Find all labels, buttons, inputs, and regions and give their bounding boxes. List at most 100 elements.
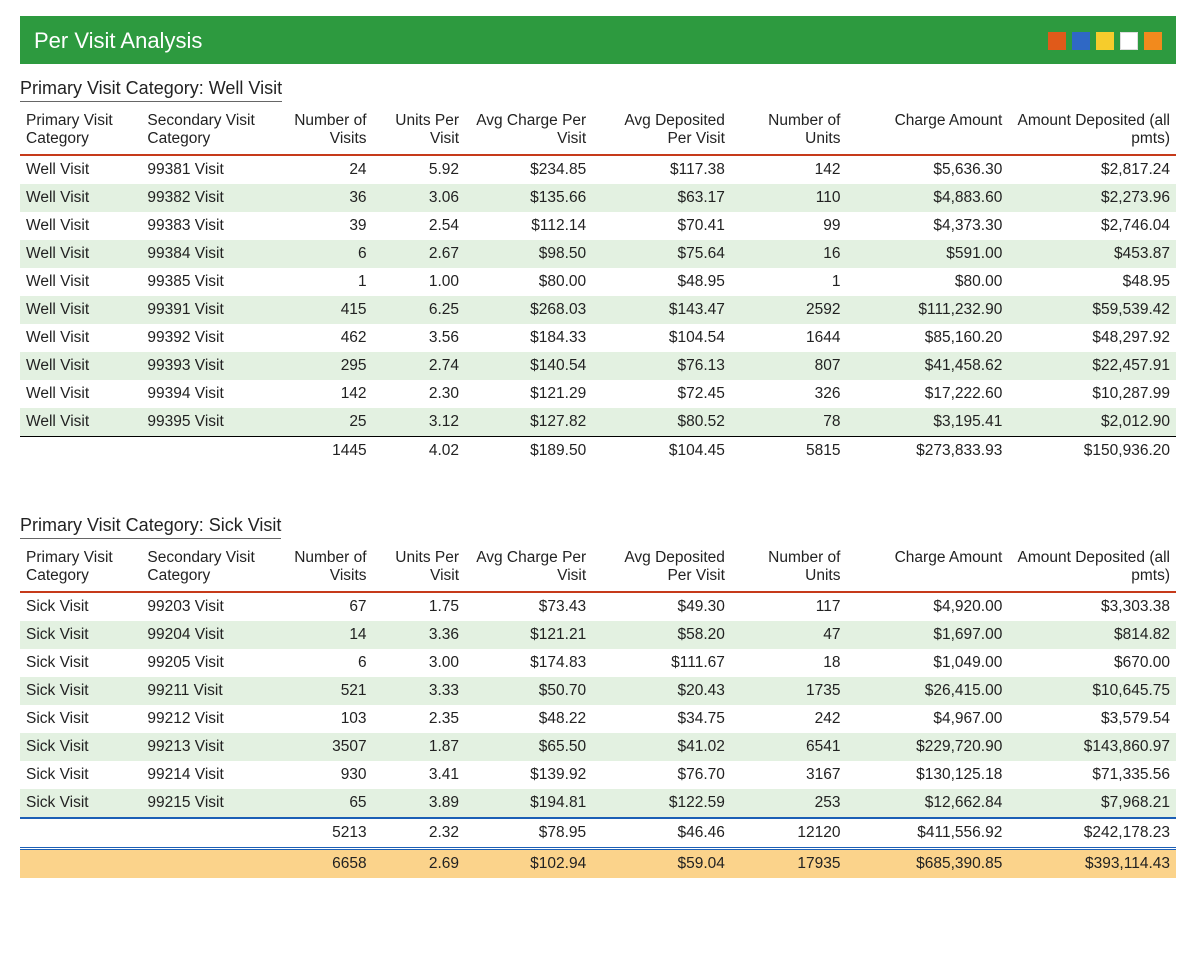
- cell: 1: [269, 268, 373, 296]
- cell: $814.82: [1008, 621, 1176, 649]
- cell: $72.45: [592, 380, 731, 408]
- cell: 6541: [731, 733, 847, 761]
- cell: 3507: [269, 733, 373, 761]
- cell: 3.06: [373, 184, 465, 212]
- cell: Well Visit: [20, 240, 141, 268]
- cell: $393,114.43: [1008, 849, 1176, 879]
- cell: $453.87: [1008, 240, 1176, 268]
- cell: 99215 Visit: [141, 789, 268, 818]
- cell: $76.70: [592, 761, 731, 789]
- cell: 2592: [731, 296, 847, 324]
- cell: 99205 Visit: [141, 649, 268, 677]
- cell: 930: [269, 761, 373, 789]
- cell: $59,539.42: [1008, 296, 1176, 324]
- table-row: Sick Visit99211 Visit5213.33$50.70$20.43…: [20, 677, 1176, 705]
- cell: 99395 Visit: [141, 408, 268, 437]
- section-title: Primary Visit Category: Well Visit: [20, 78, 282, 102]
- cell: $48.22: [465, 705, 592, 733]
- cell: Sick Visit: [20, 705, 141, 733]
- cell: $127.82: [465, 408, 592, 437]
- cell: 99391 Visit: [141, 296, 268, 324]
- column-header-row: Primary Visit CategorySecondary Visit Ca…: [20, 545, 1176, 592]
- cell: 326: [731, 380, 847, 408]
- section-gap: [20, 465, 1176, 501]
- cell: 14: [269, 621, 373, 649]
- cell: 99392 Visit: [141, 324, 268, 352]
- cell: 462: [269, 324, 373, 352]
- cell: [20, 818, 141, 849]
- cell: 253: [731, 789, 847, 818]
- cell: $242,178.23: [1008, 818, 1176, 849]
- cell: 3167: [731, 761, 847, 789]
- table-row: Well Visit99393 Visit2952.74$140.54$76.1…: [20, 352, 1176, 380]
- cell: $78.95: [465, 818, 592, 849]
- cell: 521: [269, 677, 373, 705]
- cell: Well Visit: [20, 380, 141, 408]
- cell: $46.46: [592, 818, 731, 849]
- cell: 17935: [731, 849, 847, 879]
- cell: $58.20: [592, 621, 731, 649]
- cell: $4,883.60: [847, 184, 1009, 212]
- cell: 2.35: [373, 705, 465, 733]
- cell: Well Visit: [20, 184, 141, 212]
- cell: $3,579.54: [1008, 705, 1176, 733]
- cell: 2.69: [373, 849, 465, 879]
- cell: $7,968.21: [1008, 789, 1176, 818]
- cell: 1: [731, 268, 847, 296]
- cell: $17,222.60: [847, 380, 1009, 408]
- cell: $143,860.97: [1008, 733, 1176, 761]
- cell: 99393 Visit: [141, 352, 268, 380]
- cell: $4,967.00: [847, 705, 1009, 733]
- table-row: Sick Visit99215 Visit653.89$194.81$122.5…: [20, 789, 1176, 818]
- cell: $48,297.92: [1008, 324, 1176, 352]
- cell: [141, 437, 268, 466]
- cell: $102.94: [465, 849, 592, 879]
- cell: $4,920.00: [847, 592, 1009, 621]
- cell: 1.87: [373, 733, 465, 761]
- cell: 1.00: [373, 268, 465, 296]
- cell: $5,636.30: [847, 155, 1009, 184]
- column-header: Amount Deposited (all pmts): [1008, 545, 1176, 592]
- cell: [20, 849, 141, 879]
- cell: $41,458.62: [847, 352, 1009, 380]
- cell: $71,335.56: [1008, 761, 1176, 789]
- cell: $121.21: [465, 621, 592, 649]
- cell: 47: [731, 621, 847, 649]
- cell: Well Visit: [20, 296, 141, 324]
- cell: 3.33: [373, 677, 465, 705]
- column-header: Secondary Visit Category: [141, 108, 268, 155]
- cell: 99383 Visit: [141, 212, 268, 240]
- cell: 3.89: [373, 789, 465, 818]
- cell: 4.02: [373, 437, 465, 466]
- cell: $104.45: [592, 437, 731, 466]
- cell: 1445: [269, 437, 373, 466]
- cell: 5.92: [373, 155, 465, 184]
- cell: 99384 Visit: [141, 240, 268, 268]
- cell: $2,012.90: [1008, 408, 1176, 437]
- cell: $150,936.20: [1008, 437, 1176, 466]
- table-row: Well Visit99383 Visit392.54$112.14$70.41…: [20, 212, 1176, 240]
- cell: 103: [269, 705, 373, 733]
- cell: 110: [731, 184, 847, 212]
- cell: $234.85: [465, 155, 592, 184]
- cell: $22,457.91: [1008, 352, 1176, 380]
- cell: $189.50: [465, 437, 592, 466]
- column-header: Number of Visits: [269, 545, 373, 592]
- cell: 3.56: [373, 324, 465, 352]
- cell: $75.64: [592, 240, 731, 268]
- table-row: Well Visit99394 Visit1422.30$121.29$72.4…: [20, 380, 1176, 408]
- cell: $3,195.41: [847, 408, 1009, 437]
- cell: $139.92: [465, 761, 592, 789]
- column-header: Avg Deposited Per Visit: [592, 545, 731, 592]
- cell: $80.00: [847, 268, 1009, 296]
- cell: $135.66: [465, 184, 592, 212]
- legend-chip: [1072, 32, 1090, 50]
- table-row: Well Visit99384 Visit62.67$98.50$75.6416…: [20, 240, 1176, 268]
- table-row: Sick Visit99213 Visit35071.87$65.50$41.0…: [20, 733, 1176, 761]
- cell: 99382 Visit: [141, 184, 268, 212]
- cell: $65.50: [465, 733, 592, 761]
- column-header: Avg Deposited Per Visit: [592, 108, 731, 155]
- column-header: Avg Charge Per Visit: [465, 108, 592, 155]
- cell: $50.70: [465, 677, 592, 705]
- cell: 99204 Visit: [141, 621, 268, 649]
